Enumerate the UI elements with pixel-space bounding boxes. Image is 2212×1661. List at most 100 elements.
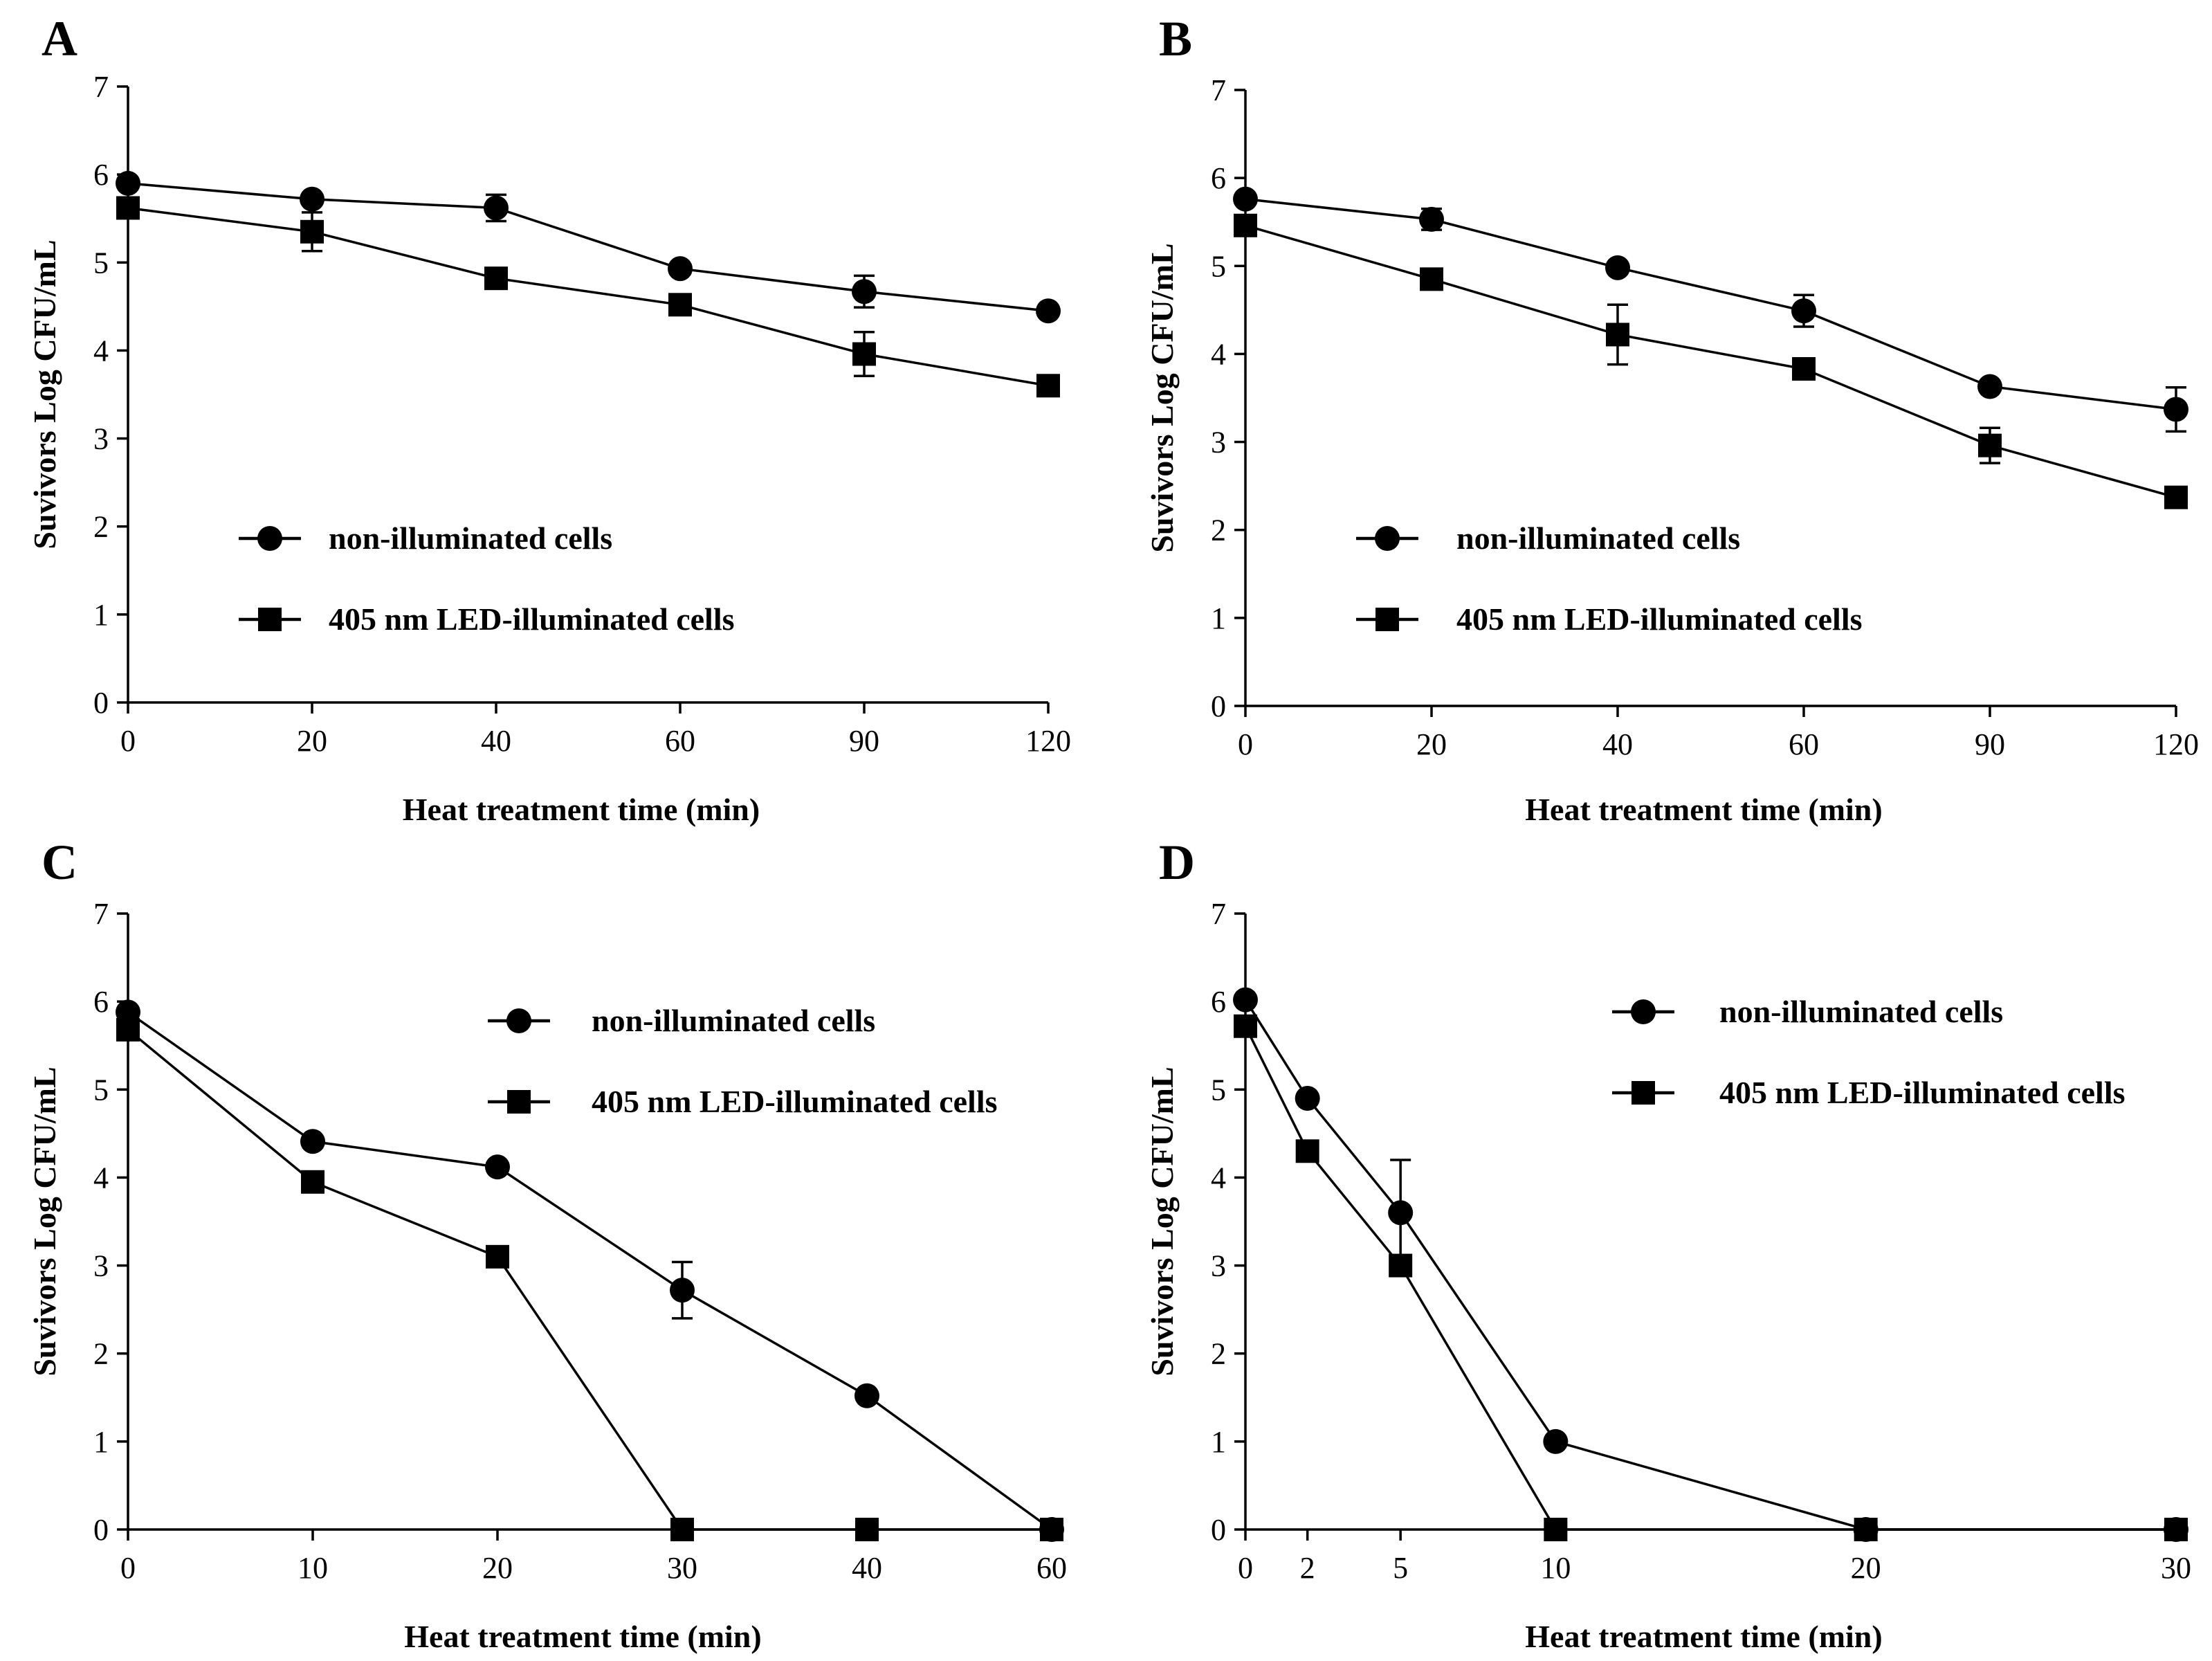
series-line [127,1010,1053,1531]
data-point-square [1234,1014,1257,1038]
x-tick-label: 0 [1238,727,1253,761]
series-line [127,182,1049,312]
y-tick-label: 0 [1211,689,1226,723]
y-tick-label: 4 [93,1161,109,1195]
panel-letter: A [42,11,77,66]
x-axis-label: Heat treatment time (min) [403,792,760,827]
y-tick-label: 4 [93,334,109,367]
data-point-square [116,1017,140,1042]
y-tick-label: 3 [93,422,109,456]
legend-marker-circle [1375,526,1400,551]
x-tick-label: 120 [1025,724,1071,758]
data-point-circle [670,1278,695,1303]
data-point-circle [1977,374,2002,399]
data-point-square [1389,1253,1413,1278]
y-tick-label: 2 [1211,1337,1226,1371]
data-point-square [1544,1518,1568,1541]
data-point-square [1978,433,2002,457]
y-tick-label: 5 [1211,249,1226,283]
x-tick-label: 60 [1036,1551,1067,1585]
legend-label: 405 nm LED-illuminated cells [329,601,735,637]
data-point-square [300,219,324,244]
x-tick-label: 0 [1238,1551,1253,1585]
x-tick-label: 20 [482,1551,513,1585]
series-line [1245,197,2177,411]
legend-marker-square [258,608,282,631]
y-tick-label: 7 [1211,897,1226,931]
y-tick-label: 0 [93,686,109,720]
series-non-illuminated [116,999,1064,1542]
x-tick-label: 10 [298,1551,328,1585]
data-point-circle [1605,255,1630,280]
data-point-circle [484,195,509,221]
x-tick-label: 10 [1540,1551,1571,1585]
y-tick-label: 5 [1211,1073,1226,1107]
data-point-circle [1233,186,1258,212]
series-non-illuminated [1233,987,2188,1542]
data-point-square [2164,485,2188,509]
data-point-square [1792,357,1816,381]
series-line [127,206,1049,388]
data-point-circle [116,170,140,196]
x-tick-label: 2 [1300,1551,1315,1585]
legend: non-illuminated cells 405 nm LED-illumina… [488,1003,998,1119]
y-tick-label: 2 [1211,514,1226,547]
panel-c: C 0 1 2 3 4 5 6 7 0 10 20 30 40 60 Heat treatment time … [27,835,1067,1654]
y-tick-label: 7 [1211,73,1226,107]
data-point-square [668,293,692,317]
y-tick-label: 1 [93,1425,109,1459]
y-tick-label: 0 [1211,1513,1226,1547]
y-tick-label: 4 [1211,337,1226,371]
legend-label: non-illuminated cells [1456,520,1740,556]
legend-label: 405 nm LED-illuminated cells [1456,601,1863,637]
legend: non-illuminated cells 405 nm LED-illumina… [1612,994,2126,1110]
y-tick-label: 1 [1211,601,1226,635]
x-tick-label: 60 [665,724,695,758]
legend: non-illuminated cells 405 nm LED-illumina… [1356,520,1863,637]
y-tick-label: 6 [1211,161,1226,195]
x-tick-label: 40 [481,724,511,758]
series-led-illuminated [1234,213,2188,509]
data-point-circle [1388,1200,1414,1226]
y-tick-label: 6 [93,985,109,1019]
y-tick-label: 3 [1211,1249,1226,1283]
legend-marker-square [1631,1081,1655,1105]
x-tick-label: 20 [1851,1551,1881,1585]
x-tick-label: 90 [1975,727,2005,761]
panel-b: B 0 1 2 3 4 5 6 7 0 20 40 60 90 120 Heat treatment time… [1144,11,2199,827]
x-axis-label: Heat treatment time (min) [1525,1619,1882,1654]
y-tick-label: 3 [93,1249,109,1283]
data-point-circle [1233,987,1258,1013]
legend-label: 405 nm LED-illuminated cells [1719,1075,2126,1110]
x-tick-label: 20 [1416,727,1447,761]
x-tick-label: 30 [2161,1551,2191,1585]
series-line [1244,1025,2176,1531]
data-point-square [1420,267,1443,291]
data-point-square [1040,1518,1063,1541]
y-tick-label: 5 [93,1073,109,1107]
series-non-illuminated [116,170,1061,324]
data-point-square [486,1244,509,1269]
y-axis-label: Suvivors Log CFU/mL [27,1067,62,1376]
data-point-circle [1036,298,1061,324]
y-tick-label: 1 [93,598,109,632]
data-point-circle [852,279,877,305]
data-point-circle [300,1129,325,1154]
data-point-circle [300,186,325,212]
x-tick-label: 40 [852,1551,882,1585]
y-tick-label: 0 [93,1513,109,1547]
legend-marker-circle [506,1008,531,1033]
panel-a: A 0 1 2 3 4 5 6 7 0 20 40 60 90 120 Heat treatment time… [27,11,1071,827]
panel-letter: D [1159,835,1195,890]
x-tick-label: 5 [1393,1551,1408,1585]
data-point-square [1295,1139,1319,1163]
y-axis-label: Suvivors Log CFU/mL [1144,243,1180,552]
y-tick-label: 1 [1211,1425,1226,1459]
y-tick-label: 3 [1211,426,1226,460]
x-axis-label: Heat treatment time (min) [404,1619,761,1654]
data-point-circle [1543,1428,1569,1454]
x-tick-label: 30 [667,1551,697,1585]
x-tick-label: 0 [120,1551,136,1585]
series-non-illuminated [1233,186,2188,433]
